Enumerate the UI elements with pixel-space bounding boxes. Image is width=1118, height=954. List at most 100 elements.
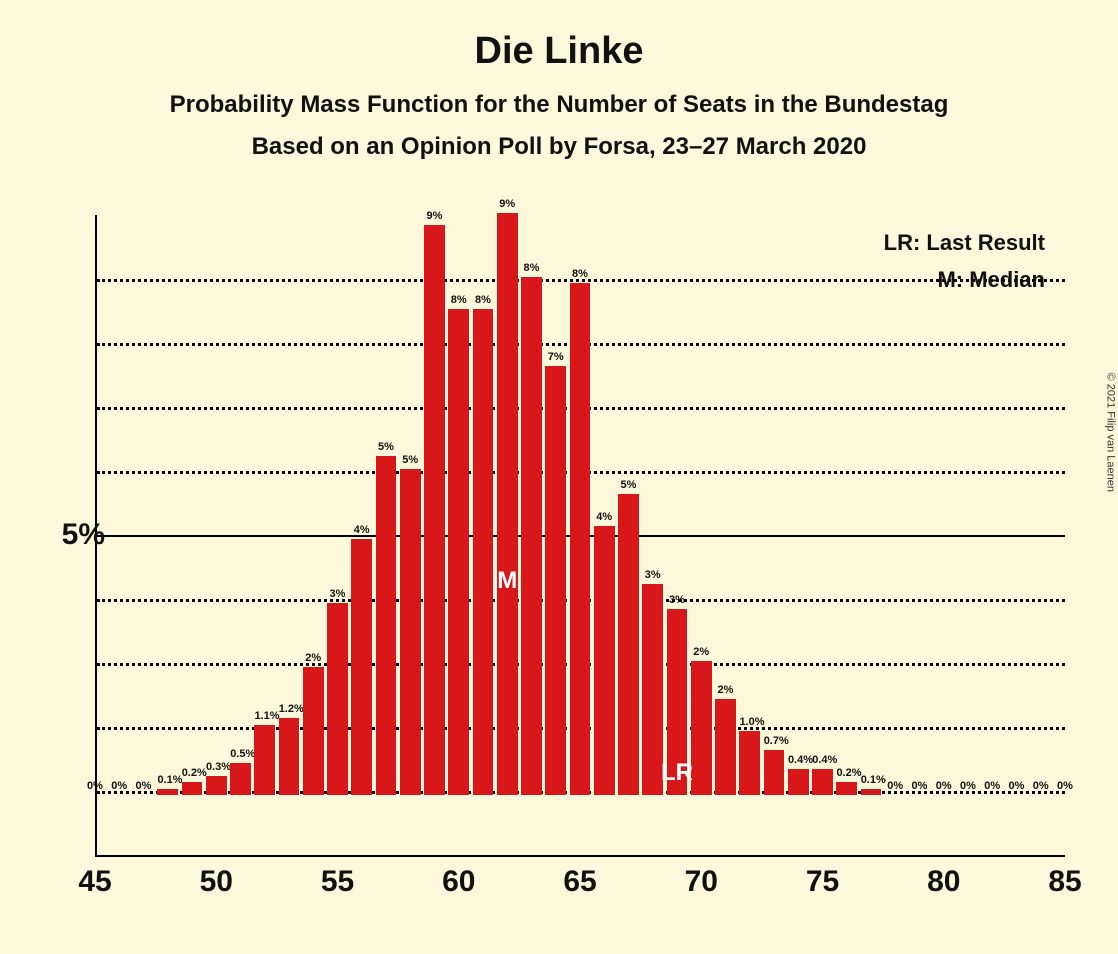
bar-rect [764, 750, 785, 795]
bar: 2% [303, 667, 324, 795]
bar-rect [424, 225, 445, 795]
legend-median: M: Median [937, 267, 1045, 293]
bar-value-label: 0.1% [861, 774, 882, 786]
x-tick-label: 75 [806, 865, 839, 899]
bar: 5% [618, 494, 639, 795]
bar: 0.5% [230, 763, 251, 795]
last-result-marker: LR [661, 759, 693, 787]
bar-value-label: 3% [667, 594, 688, 606]
bar-value-label: 0% [885, 780, 906, 792]
bar-rect [473, 309, 494, 795]
bar-value-label: 8% [473, 294, 494, 306]
bar-value-label: 8% [448, 294, 469, 306]
bar-value-label: 9% [424, 210, 445, 222]
bar-rect [279, 718, 300, 795]
bar: 0.3% [206, 776, 227, 795]
y-tick-5pct: 5% [62, 518, 105, 552]
bar-value-label: 5% [376, 441, 397, 453]
bar-rect [327, 603, 348, 795]
bar: 0.2% [836, 782, 857, 795]
bar-value-label: 0% [1030, 780, 1051, 792]
bar-value-label: 0.4% [812, 754, 833, 766]
bar-value-label: 0.4% [788, 754, 809, 766]
x-tick-label: 70 [685, 865, 718, 899]
median-marker: M [497, 567, 517, 595]
bar-value-label: 1.2% [279, 703, 300, 715]
bar-value-label: 0% [933, 780, 954, 792]
bar-rect [206, 776, 227, 795]
bar: 5% [400, 469, 421, 795]
bar-rect [739, 731, 760, 795]
bar-value-label: 0.1% [157, 774, 178, 786]
x-tick-label: 85 [1048, 865, 1081, 899]
bar-value-label: 2% [715, 684, 736, 696]
bar-rect [691, 661, 712, 795]
bar: 1.1% [254, 725, 275, 795]
bar-value-label: 8% [521, 262, 542, 274]
bar-value-label: 2% [303, 652, 324, 664]
bar-rect [618, 494, 639, 795]
bar-value-label: 8% [570, 268, 591, 280]
bar: 9% [497, 213, 518, 795]
bar-rect [497, 213, 518, 795]
bar-rect [376, 456, 397, 795]
bar-rect [812, 769, 833, 795]
bar-value-label: 4% [351, 524, 372, 536]
bar-value-label: 0% [109, 780, 130, 792]
bar-value-label: 0% [982, 780, 1003, 792]
x-tick-label: 60 [442, 865, 475, 899]
bar-value-label: 0.3% [206, 761, 227, 773]
x-axis [95, 855, 1065, 857]
x-tick-label: 65 [563, 865, 596, 899]
bar-rect [254, 725, 275, 795]
legend-last-result: LR: Last Result [884, 230, 1045, 256]
chart-container: 0%0%0%0.1%0.2%0.3%0.5%1.1%1.2%2%3%4%5%5%… [95, 215, 1085, 915]
bar-value-label: 0.2% [836, 767, 857, 779]
bar: 3% [327, 603, 348, 795]
bar-rect [303, 667, 324, 795]
bar: 0.1% [157, 789, 178, 795]
bar-value-label: 0% [958, 780, 979, 792]
bar: 3% [642, 584, 663, 795]
bar-rect [545, 366, 566, 795]
bar-rect [570, 283, 591, 795]
x-tick-label: 45 [78, 865, 111, 899]
bar: 9% [424, 225, 445, 795]
bar-value-label: 3% [642, 569, 663, 581]
bar: 0.4% [788, 769, 809, 795]
bar: 4% [351, 539, 372, 795]
bar-rect [715, 699, 736, 795]
bar-rect [351, 539, 372, 795]
bar-value-label: 2% [691, 646, 712, 658]
x-tick-label: 80 [927, 865, 960, 899]
bar-value-label: 4% [594, 511, 615, 523]
bar-value-label: 7% [545, 351, 566, 363]
bar-value-label: 0% [1055, 780, 1076, 792]
bar-value-label: 0% [1006, 780, 1027, 792]
chart-title-main: Die Linke [0, 30, 1118, 73]
bar-value-label: 3% [327, 588, 348, 600]
bar: 1.0% [739, 731, 760, 795]
bar-value-label: 5% [400, 454, 421, 466]
bar-rect [448, 309, 469, 795]
bar-value-label: 5% [618, 479, 639, 491]
bar: 0.4% [812, 769, 833, 795]
bar-rect [788, 769, 809, 795]
x-tick-label: 55 [321, 865, 354, 899]
chart-title-sub1: Probability Mass Function for the Number… [0, 91, 1118, 119]
bar: 2% [691, 661, 712, 795]
bar: 4% [594, 526, 615, 795]
bar: 5% [376, 456, 397, 795]
bar-value-label: 1.1% [254, 710, 275, 722]
bar: 8% [473, 309, 494, 795]
bar-rect [642, 584, 663, 795]
bar-value-label: 0.2% [182, 767, 203, 779]
chart-title-sub2: Based on an Opinion Poll by Forsa, 23–27… [0, 133, 1118, 161]
bar-value-label: 0% [133, 780, 154, 792]
bar-rect [836, 782, 857, 795]
bar: 2% [715, 699, 736, 795]
copyright-text: © 2021 Filip van Laenen [1104, 373, 1116, 492]
x-tick-label: 50 [200, 865, 233, 899]
bar: 0.7% [764, 750, 785, 795]
bar-value-label: 0.5% [230, 748, 251, 760]
